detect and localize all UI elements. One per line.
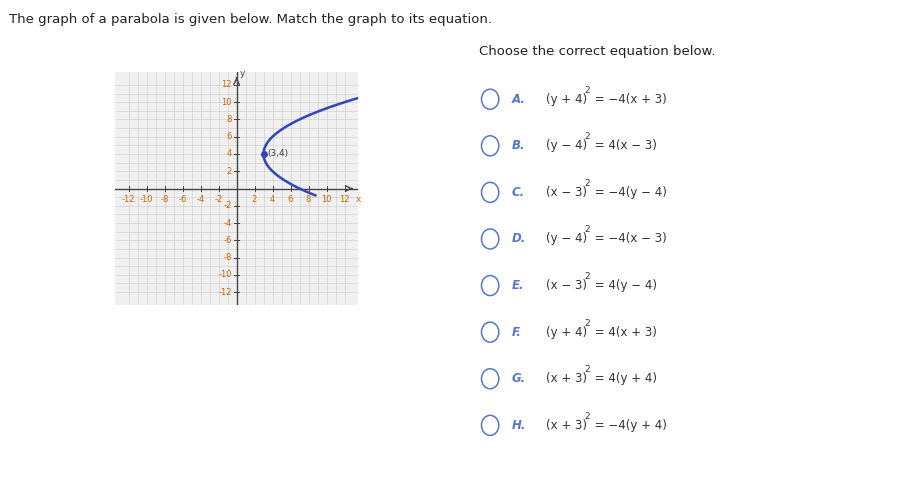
Text: (y − 4): (y − 4) [547, 232, 587, 245]
Text: (y + 4): (y + 4) [547, 93, 587, 106]
Text: (3,4): (3,4) [267, 149, 288, 158]
Text: = 4(y − 4): = 4(y − 4) [591, 279, 657, 292]
Text: 2: 2 [584, 319, 589, 328]
Text: 8: 8 [227, 115, 232, 124]
Text: The graph of a parabola is given below. Match the graph to its equation.: The graph of a parabola is given below. … [9, 13, 492, 26]
Text: 8: 8 [306, 195, 311, 204]
Text: 2: 2 [584, 225, 589, 234]
Text: 12: 12 [222, 81, 232, 90]
Text: (y + 4): (y + 4) [547, 326, 587, 339]
Text: 10: 10 [222, 98, 232, 107]
Text: (y − 4): (y − 4) [547, 139, 587, 152]
Text: 6: 6 [288, 195, 293, 204]
Text: -6: -6 [223, 236, 232, 245]
Text: C.: C. [512, 186, 525, 199]
Text: 2: 2 [584, 412, 589, 421]
Text: H.: H. [512, 419, 526, 432]
Text: (x + 3): (x + 3) [547, 372, 587, 385]
Text: 2: 2 [252, 195, 257, 204]
Text: 2: 2 [584, 179, 589, 188]
Text: F.: F. [512, 326, 522, 339]
Text: E.: E. [512, 279, 524, 292]
Text: 10: 10 [321, 195, 331, 204]
Text: -2: -2 [223, 201, 232, 210]
Text: (x − 3): (x − 3) [547, 279, 587, 292]
Text: = 4(x + 3): = 4(x + 3) [591, 326, 657, 339]
Text: = −4(x − 3): = −4(x − 3) [591, 232, 667, 245]
Text: = 4(y + 4): = 4(y + 4) [591, 372, 657, 385]
Text: 4: 4 [227, 149, 232, 158]
Text: 4: 4 [270, 195, 275, 204]
Text: -4: -4 [196, 195, 204, 204]
Text: G.: G. [512, 372, 526, 385]
Text: -8: -8 [161, 195, 169, 204]
Text: = −4(y − 4): = −4(y − 4) [591, 186, 667, 199]
Text: D.: D. [512, 232, 526, 245]
Text: 2: 2 [584, 86, 589, 95]
Text: = −4(x + 3): = −4(x + 3) [591, 93, 667, 106]
Text: 2: 2 [584, 365, 589, 374]
Text: -6: -6 [178, 195, 187, 204]
Text: -12: -12 [122, 195, 135, 204]
Text: -2: -2 [214, 195, 222, 204]
Text: y: y [240, 69, 245, 78]
Text: Choose the correct equation below.: Choose the correct equation below. [479, 45, 716, 58]
Text: 6: 6 [227, 132, 232, 141]
Text: 2: 2 [584, 132, 589, 141]
Text: -8: -8 [223, 253, 232, 262]
Text: (x − 3): (x − 3) [547, 186, 587, 199]
Text: (x + 3): (x + 3) [547, 419, 587, 432]
Text: 2: 2 [584, 272, 589, 281]
Text: -10: -10 [140, 195, 153, 204]
Text: x: x [355, 195, 360, 204]
Text: -10: -10 [219, 271, 232, 279]
Text: 2: 2 [227, 167, 232, 176]
Text: A.: A. [512, 93, 526, 106]
Text: -12: -12 [219, 288, 232, 297]
Text: -4: -4 [223, 218, 232, 227]
Text: = −4(y + 4): = −4(y + 4) [591, 419, 667, 432]
Text: B.: B. [512, 139, 526, 152]
Text: 12: 12 [340, 195, 350, 204]
Text: = 4(x − 3): = 4(x − 3) [591, 139, 657, 152]
